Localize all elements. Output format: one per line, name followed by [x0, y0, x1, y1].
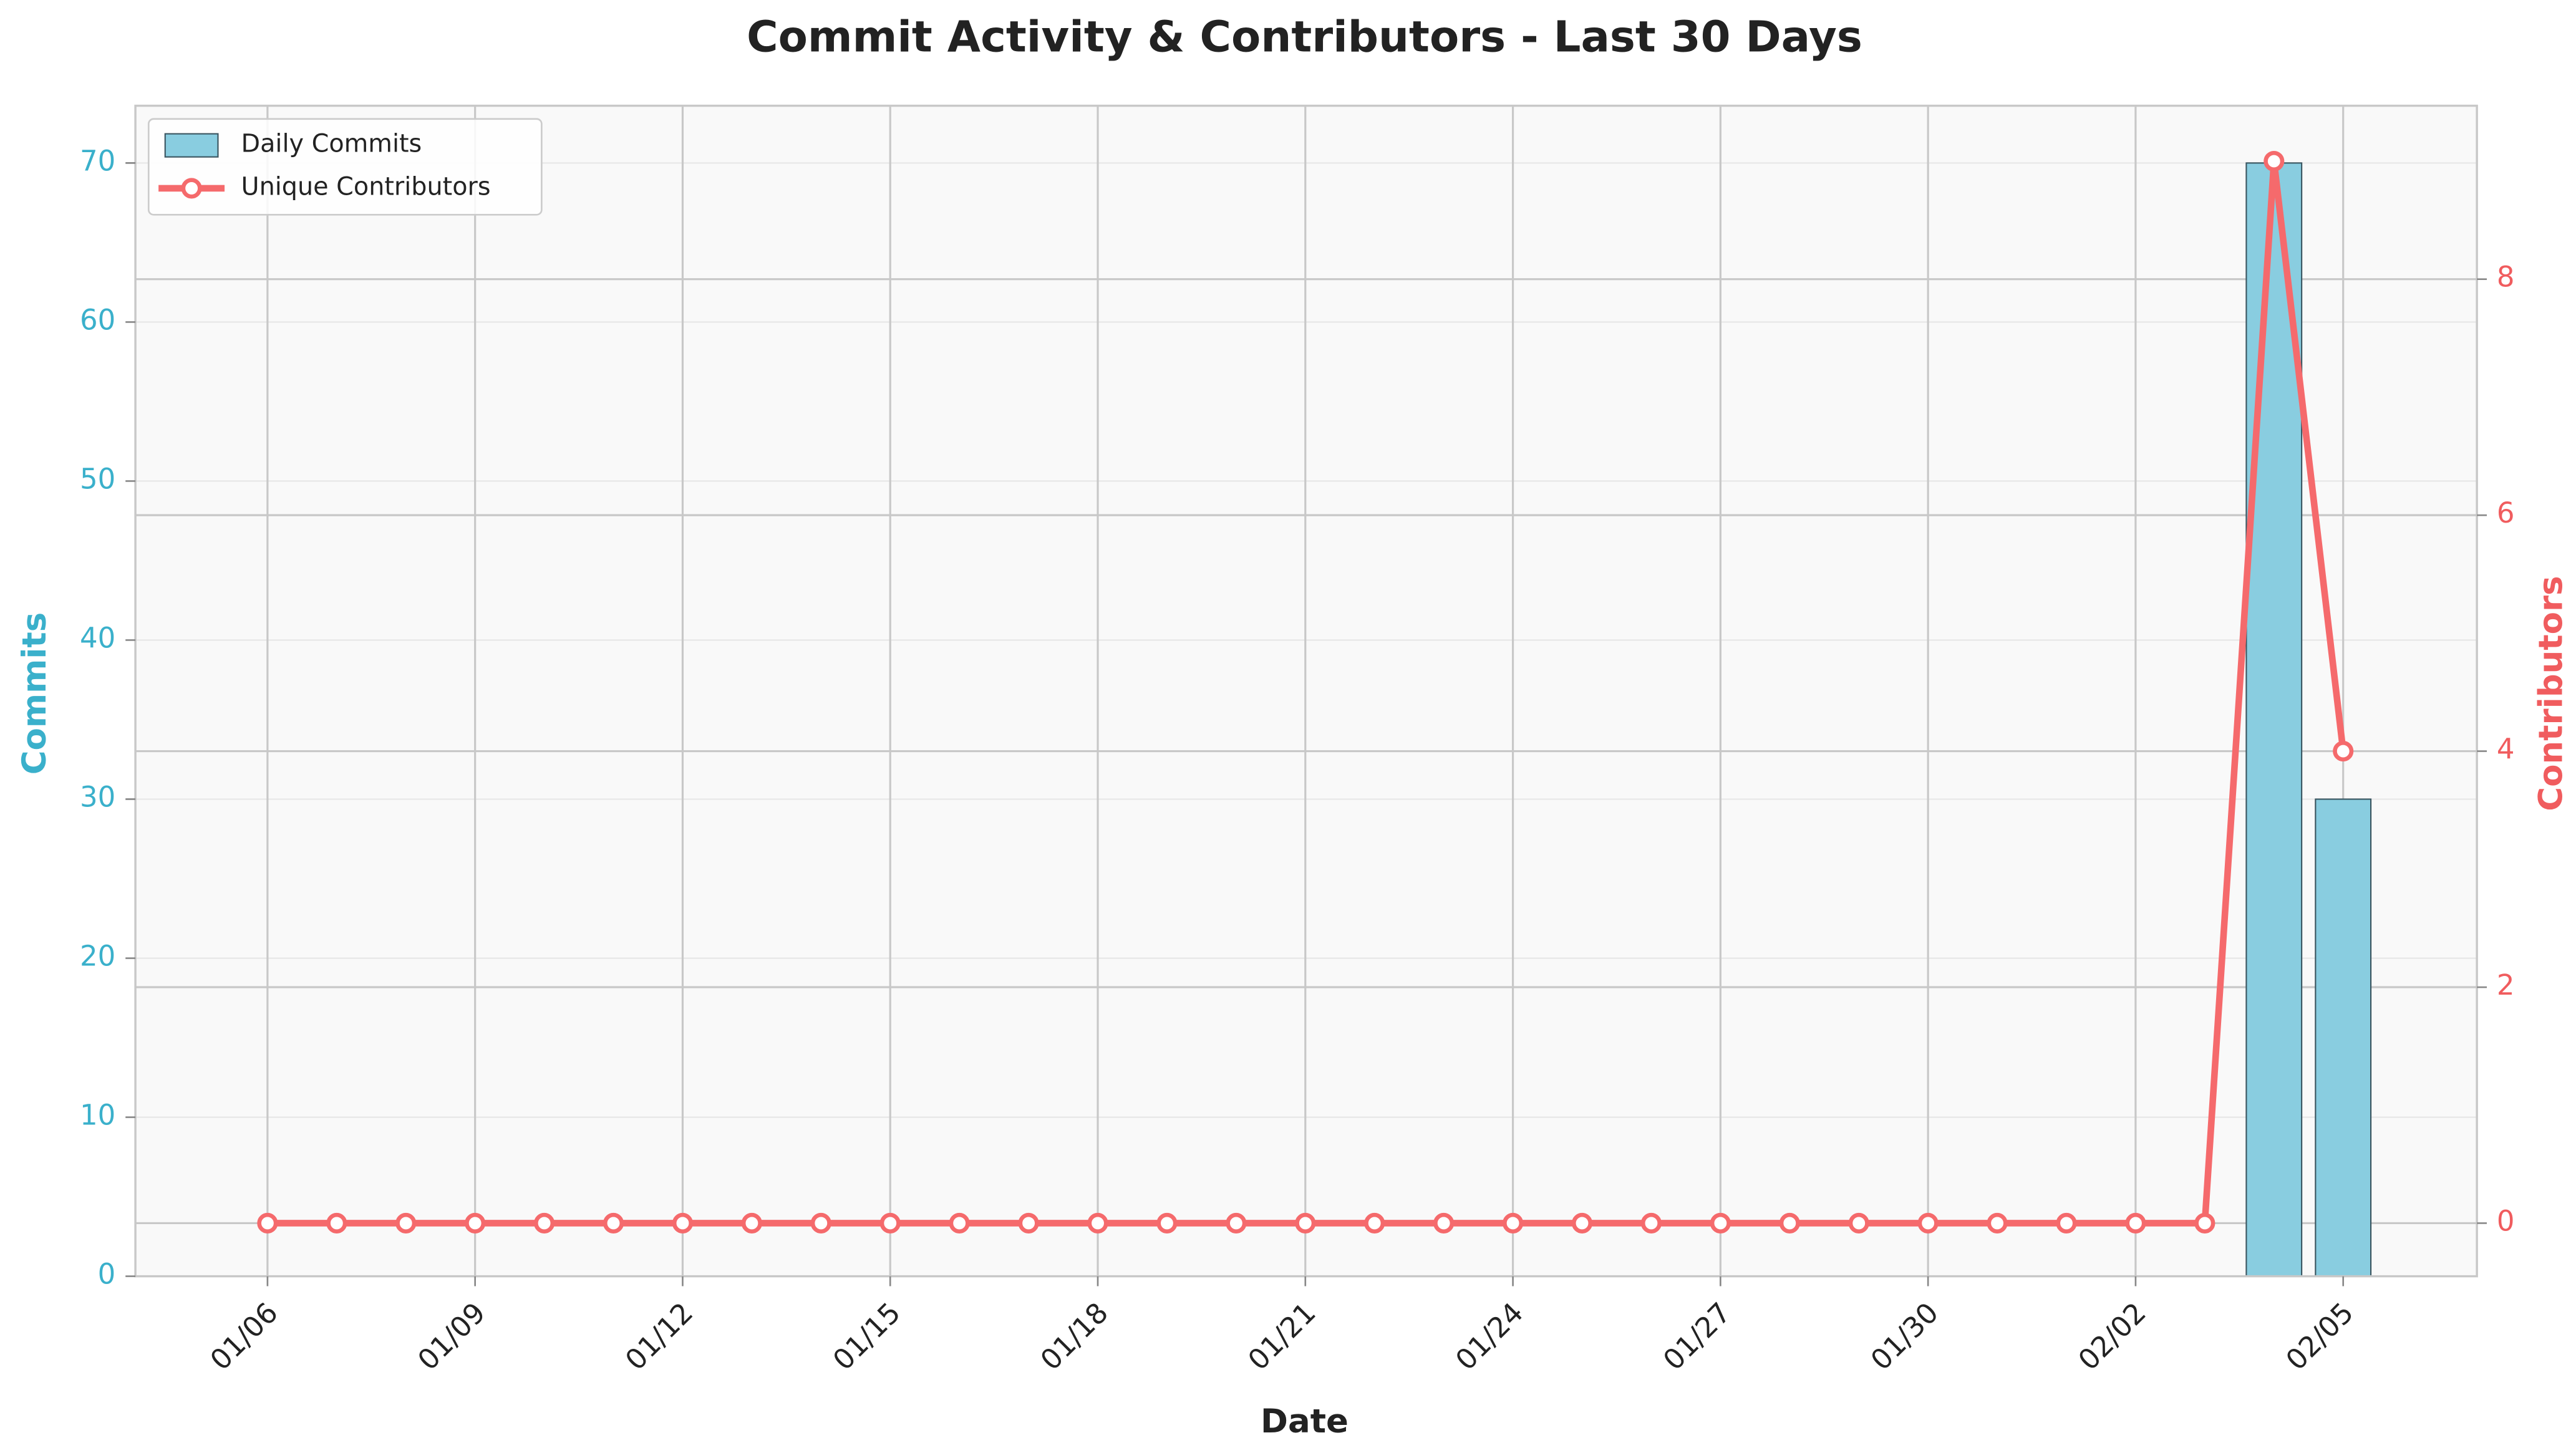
point: [1987, 1212, 2008, 1233]
point: [2264, 150, 2285, 172]
y-tick-label: 10: [80, 1099, 115, 1132]
bar: [2245, 162, 2303, 1277]
y2-tick-label: 2: [2497, 968, 2515, 1002]
point: [1779, 1212, 1800, 1233]
point: [395, 1212, 417, 1233]
legend-label: Unique Contributors: [241, 172, 491, 201]
x-axis-label: Date: [1261, 1402, 1349, 1441]
point: [465, 1212, 486, 1233]
y-tick-label: 40: [80, 621, 115, 654]
point: [1917, 1212, 1939, 1233]
y-tick-label: 30: [80, 781, 115, 814]
legend-box: [147, 118, 543, 216]
legend-swatch: [164, 133, 219, 158]
point: [2056, 1212, 2077, 1233]
point: [1295, 1212, 1316, 1233]
point: [949, 1212, 970, 1233]
y-tick-label: 20: [80, 940, 115, 973]
point: [741, 1212, 762, 1233]
point: [1640, 1212, 1662, 1233]
point: [1571, 1212, 1593, 1233]
point: [257, 1212, 278, 1233]
bar: [2315, 798, 2372, 1277]
y-tick-label: 0: [98, 1258, 116, 1291]
point: [672, 1212, 693, 1233]
y-tick-label: 70: [80, 144, 115, 177]
point: [1156, 1212, 1178, 1233]
point: [1364, 1212, 1385, 1233]
y2-tick-label: 8: [2497, 261, 2515, 294]
grid: [135, 105, 2477, 1277]
y-tick-label: 50: [80, 462, 115, 495]
point: [810, 1212, 831, 1233]
point: [326, 1212, 347, 1233]
point: [534, 1212, 555, 1233]
marks: [257, 150, 2372, 1277]
point: [1433, 1212, 1455, 1233]
point: [603, 1212, 624, 1233]
chart-title: Commit Activity & Contributors - Last 30…: [747, 12, 1862, 62]
legend-swatch: [181, 178, 202, 199]
point: [1710, 1212, 1731, 1233]
point: [2125, 1212, 2146, 1233]
legend: Daily Commits Unique Contributors: [147, 118, 543, 216]
y2-tick-label: 6: [2497, 496, 2515, 529]
point: [2333, 741, 2354, 762]
point: [879, 1212, 901, 1233]
point: [1018, 1212, 1039, 1233]
y2-tick-label: 0: [2497, 1204, 2515, 1237]
point: [1848, 1212, 1869, 1233]
y2-axis-label: Contributors: [2532, 576, 2570, 811]
legend-label: Daily Commits: [241, 130, 422, 158]
point: [1503, 1212, 1524, 1233]
y-axis-label: Commits: [16, 612, 54, 775]
y-tick-label: 60: [80, 303, 115, 336]
point: [1226, 1212, 1247, 1233]
point: [1087, 1212, 1108, 1233]
point: [2194, 1212, 2215, 1233]
y2-tick-label: 4: [2497, 733, 2515, 766]
